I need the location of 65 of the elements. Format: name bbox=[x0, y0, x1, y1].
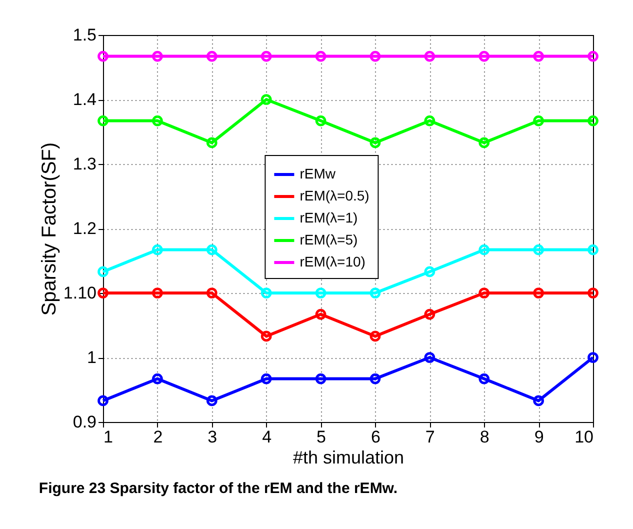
point bbox=[370, 330, 381, 342]
y-tick-label: 1 bbox=[87, 348, 96, 367]
point bbox=[478, 373, 490, 384]
legend-label: rEMw bbox=[300, 165, 336, 182]
point bbox=[315, 288, 326, 298]
point bbox=[478, 137, 490, 148]
x-axis-title: #th simulation bbox=[292, 448, 404, 468]
point bbox=[533, 50, 544, 62]
x-tick-label: 10 bbox=[574, 428, 594, 446]
point bbox=[533, 115, 544, 126]
x-tick-label: 8 bbox=[480, 428, 490, 446]
point bbox=[478, 50, 490, 62]
point bbox=[260, 94, 272, 105]
legend-label: rEM(λ=5) bbox=[300, 231, 358, 248]
point bbox=[206, 244, 218, 256]
point bbox=[315, 115, 326, 126]
point bbox=[206, 137, 218, 148]
point bbox=[260, 50, 272, 62]
point bbox=[424, 308, 436, 320]
x-tick-label: 4 bbox=[262, 428, 272, 446]
point bbox=[478, 288, 490, 298]
point bbox=[152, 288, 163, 298]
point bbox=[533, 288, 544, 298]
x-tick-label: 2 bbox=[153, 428, 163, 446]
point bbox=[533, 244, 544, 256]
point bbox=[424, 266, 436, 278]
x-tick-label: 5 bbox=[316, 428, 326, 446]
legend-label: rEM(λ=10) bbox=[300, 253, 366, 270]
point bbox=[206, 395, 218, 406]
point bbox=[152, 115, 163, 126]
point bbox=[533, 395, 544, 406]
y-tick-label: 1.3 bbox=[72, 154, 96, 174]
point bbox=[424, 115, 436, 126]
point bbox=[370, 137, 381, 148]
x-tick-label: 6 bbox=[370, 428, 380, 446]
y-tick-label: 1.2 bbox=[72, 219, 96, 238]
y-tick-label: 1.10 bbox=[63, 284, 96, 302]
point bbox=[370, 50, 381, 62]
point bbox=[260, 373, 272, 384]
point bbox=[152, 50, 163, 62]
point bbox=[260, 288, 272, 298]
point bbox=[424, 352, 436, 363]
y-tick-label: 0.9 bbox=[72, 412, 96, 432]
y-tick-label: 1.4 bbox=[72, 90, 96, 109]
point bbox=[315, 373, 326, 384]
point bbox=[152, 244, 163, 256]
x-tick-label: 7 bbox=[425, 428, 435, 446]
x-tick-label: 9 bbox=[534, 428, 544, 446]
legend-label: rEM(λ=0.5) bbox=[300, 187, 370, 204]
point bbox=[315, 308, 326, 320]
point bbox=[370, 373, 381, 384]
y-axis-title: Sparsity Factor(SF) bbox=[38, 142, 60, 316]
point bbox=[206, 50, 218, 62]
y-tick-label: 1.5 bbox=[72, 26, 96, 44]
point bbox=[260, 330, 272, 342]
point bbox=[424, 50, 436, 62]
point bbox=[206, 288, 218, 298]
x-tick-label: 3 bbox=[208, 428, 218, 446]
point bbox=[152, 373, 163, 384]
point bbox=[478, 244, 490, 256]
caption: Figure 23 Sparsity factor of the rEM and the rEMw. bbox=[38, 480, 398, 497]
point bbox=[370, 288, 381, 298]
x-tick-label: 1 bbox=[104, 428, 113, 446]
legend-label: rEM(λ=1) bbox=[300, 209, 358, 226]
point bbox=[315, 50, 326, 62]
